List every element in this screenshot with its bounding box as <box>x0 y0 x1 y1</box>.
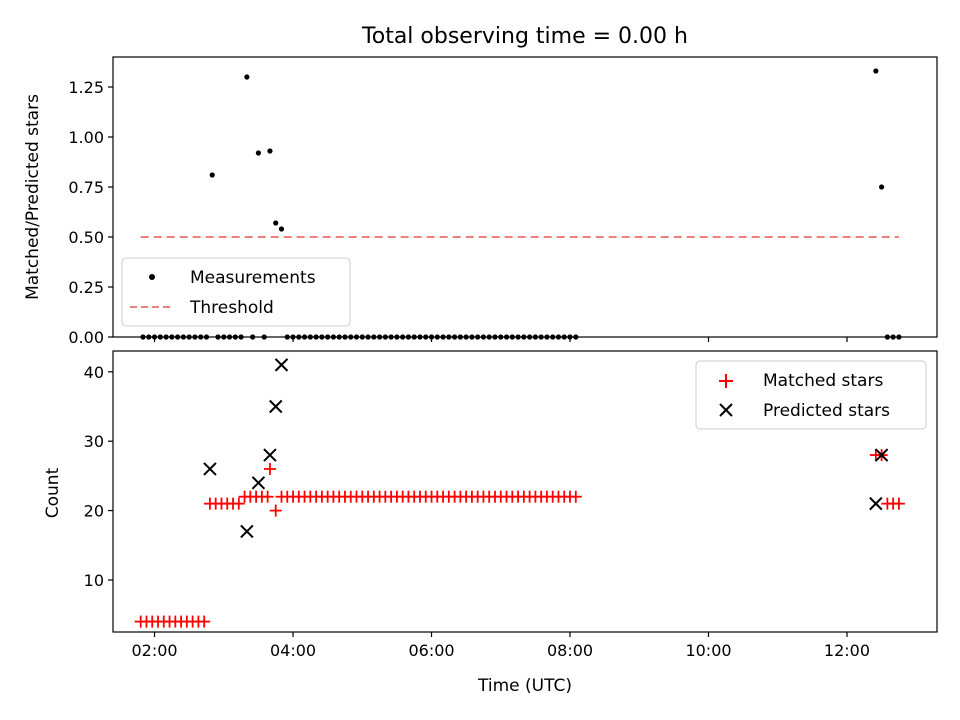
predicted-star-point <box>274 358 289 372</box>
top-y-tick-label: 0.50 <box>68 228 104 247</box>
predicted-star-point <box>240 524 254 539</box>
measurement-point <box>244 74 250 80</box>
x-tick-label: 02:00 <box>131 641 177 660</box>
matched-star-point <box>232 497 245 510</box>
bottom-legend-box <box>695 360 927 430</box>
legend-matched-marker <box>719 374 733 388</box>
top-y-axis-label: Matched/Predicted stars <box>23 94 43 300</box>
top-legend: Measurements Threshold <box>121 257 351 327</box>
measurement-point <box>873 68 879 74</box>
predicted-star-point <box>251 476 266 490</box>
predicted-star-point <box>203 462 217 476</box>
measurement-point <box>278 226 285 232</box>
bottom-panel: Count Time (UTC) 10 20 30 40 02:00 04:00 06:0… <box>43 350 938 696</box>
measurement-point <box>273 220 279 226</box>
predicted-star-point <box>263 448 277 462</box>
bottom-legend: Matched stars Predicted stars <box>695 360 927 430</box>
bottom-axes-frame <box>112 350 938 633</box>
legend-predicted-marker <box>719 403 733 417</box>
measurement-point <box>209 172 215 178</box>
bottom-y-tick-label: 10 <box>84 571 104 590</box>
bottom-y-axis-label: Count <box>43 467 63 518</box>
matched-star-point <box>269 504 282 517</box>
x-axis-label: Time (UTC) <box>477 676 572 696</box>
x-tick-label: 10:00 <box>685 641 731 660</box>
legend-predicted-label: Predicted stars <box>763 401 890 421</box>
legend-measurements-marker <box>149 274 155 280</box>
bottom-y-ticks: 10 20 30 40 <box>84 363 113 590</box>
top-axes-frame <box>112 56 938 338</box>
measurement-point <box>879 184 885 190</box>
matched-star-point <box>198 615 211 628</box>
measurement-point <box>267 148 273 154</box>
x-tick-label: 06:00 <box>408 641 454 660</box>
bottom-y-tick-label: 30 <box>84 432 104 451</box>
legend-threshold-label: Threshold <box>189 298 274 318</box>
top-y-tick-label: 1.25 <box>68 78 104 97</box>
matched-star-point <box>892 497 905 510</box>
top-y-tick-label: 0.00 <box>68 328 104 347</box>
legend-matched-label: Matched stars <box>763 371 883 391</box>
predicted-star-point <box>269 399 283 414</box>
x-tick-label: 12:00 <box>824 641 870 660</box>
chart-title: Total observing time = 0.00 h <box>361 24 688 49</box>
x-tick-label: 08:00 <box>547 641 593 660</box>
predicted-star-point <box>869 496 883 511</box>
top-y-tick-label: 1.00 <box>68 128 104 147</box>
measurement-point <box>255 150 262 156</box>
bottom-y-tick-label: 40 <box>84 363 104 382</box>
matched-star-point <box>261 490 274 503</box>
matched-star-point <box>569 490 582 503</box>
predicted-star-point <box>874 448 889 462</box>
top-y-tick-label: 0.75 <box>68 178 104 197</box>
bottom-plot-area <box>134 358 905 628</box>
x-tick-label: 04:00 <box>270 641 316 660</box>
top-y-tick-label: 0.25 <box>68 278 104 297</box>
legend-measurements-label: Measurements <box>190 268 316 288</box>
matched-star-point <box>263 462 276 475</box>
top-y-ticks: 0.00 0.25 0.50 0.75 1.00 1.25 <box>68 78 113 347</box>
bottom-x-ticks: 02:00 04:00 06:00 08:00 10:00 12:00 <box>131 632 870 660</box>
bottom-y-tick-label: 20 <box>84 502 104 521</box>
top-legend-box <box>121 257 351 327</box>
top-panel: Total observing time = 0.00 h Matched/Pr… <box>23 24 938 347</box>
